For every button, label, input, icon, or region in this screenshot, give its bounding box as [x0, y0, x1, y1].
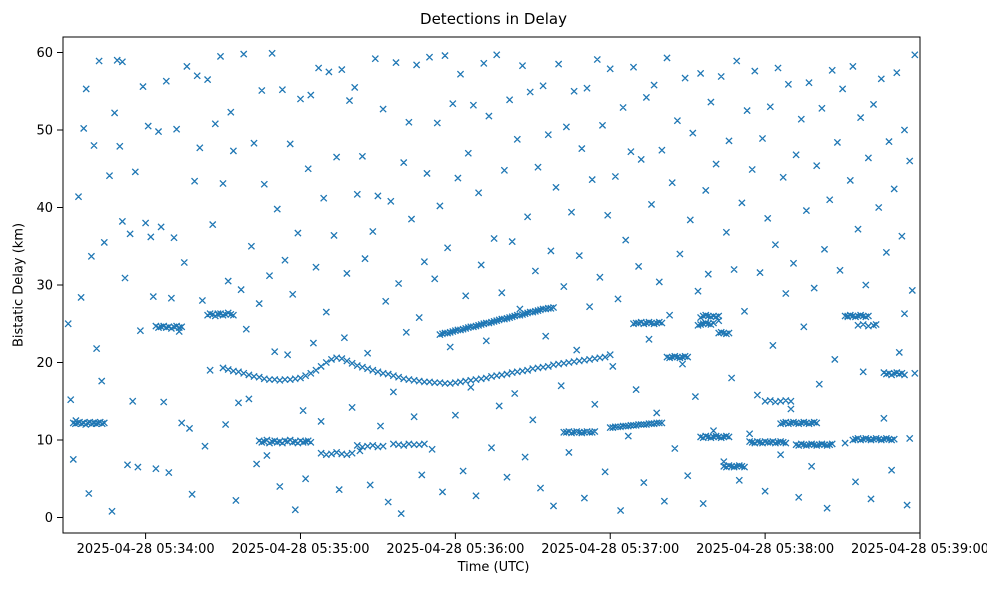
x-tick-label: 2025-04-28 05:36:00: [386, 542, 524, 557]
plot-frame: [62, 36, 921, 534]
chart-title: Detections in Delay: [420, 10, 567, 28]
y-tick-label: 40: [36, 201, 53, 216]
y-tick-label: 50: [36, 124, 53, 139]
x-tick-label: 2025-04-28 05:35:00: [231, 542, 369, 557]
x-tick-label: 2025-04-28 05:38:00: [696, 542, 834, 557]
scatter-points: [64, 49, 919, 518]
x-tick-label: 2025-04-28 05:37:00: [541, 542, 679, 557]
y-tick-label: 20: [36, 356, 53, 371]
x-axis-label: Time (UTC): [457, 560, 530, 575]
x-tick-label: 2025-04-28 05:39:00: [851, 542, 987, 557]
y-tick-label: 30: [36, 279, 53, 294]
x-tick-label: 2025-04-28 05:34:00: [77, 542, 215, 557]
y-tick-label: 60: [36, 46, 53, 61]
y-axis-label: Bistatic Delay (km): [11, 222, 27, 348]
y-tick-label: 0: [45, 511, 53, 526]
y-tick-label: 10: [36, 434, 53, 449]
